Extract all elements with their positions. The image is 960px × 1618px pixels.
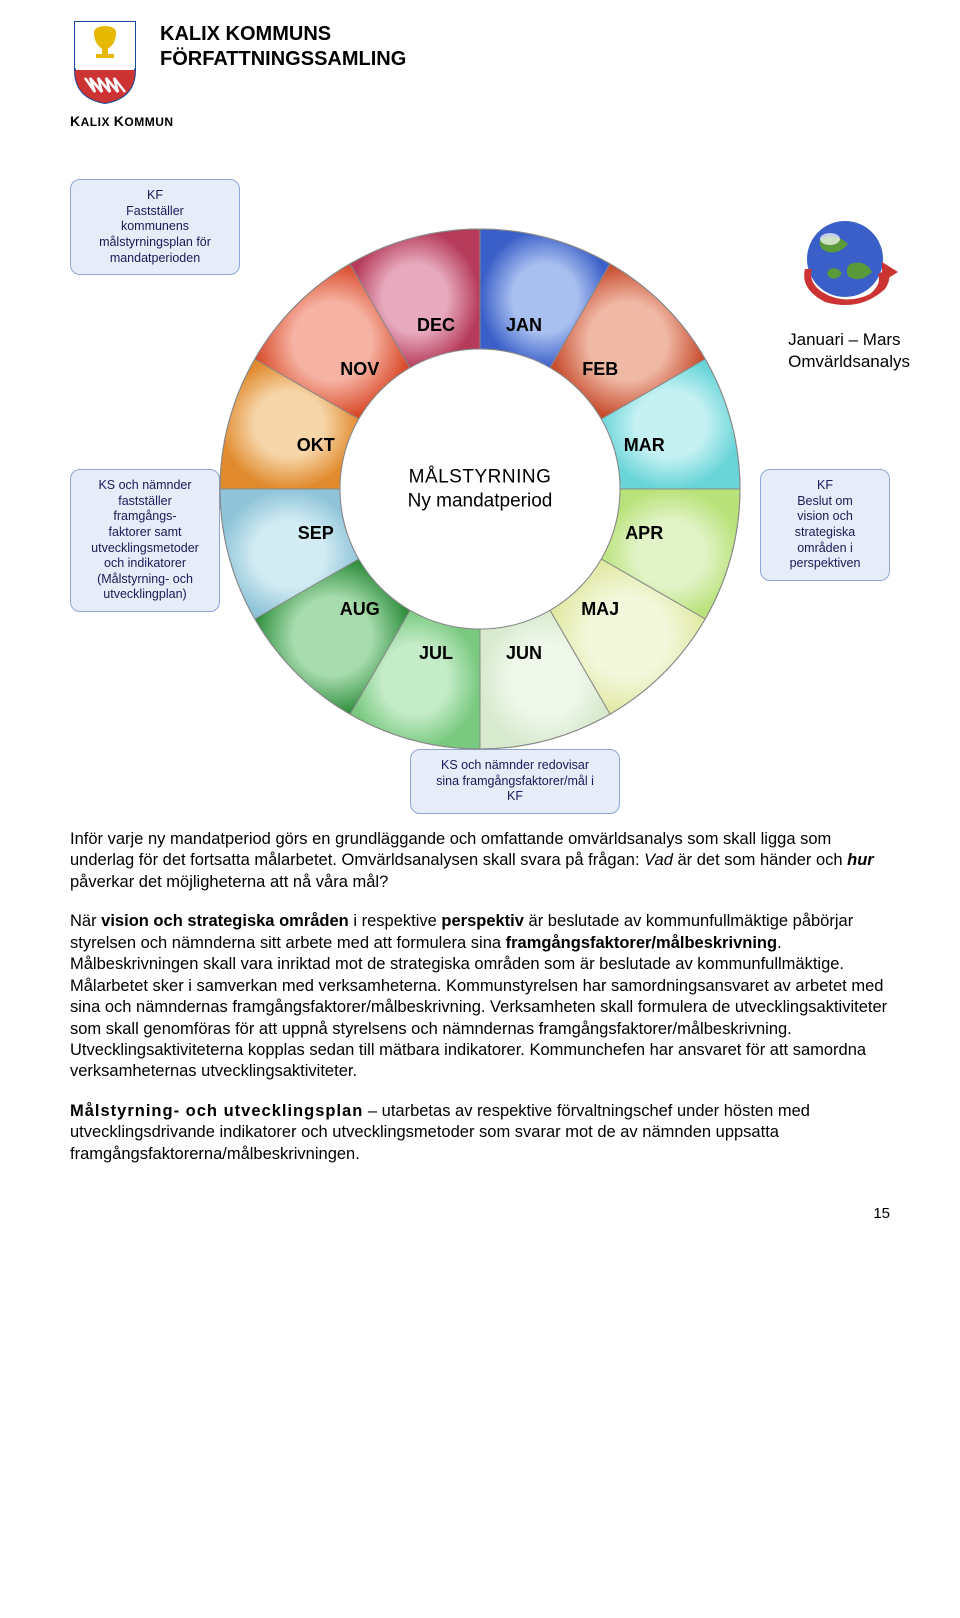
svg-text:MAJ: MAJ	[581, 599, 619, 619]
svg-text:FEB: FEB	[582, 359, 618, 379]
document-header: KALIX KOMMUNS FÖRFATTNINGSSAMLING	[70, 20, 890, 105]
svg-text:MAR: MAR	[624, 435, 665, 455]
svg-text:JAN: JAN	[506, 315, 542, 335]
paragraph-3: Målstyrning- och utvecklingsplan – utarb…	[70, 1101, 890, 1165]
svg-text:SEP: SEP	[298, 523, 334, 543]
header-title: KALIX KOMMUNS FÖRFATTNINGSSAMLING	[160, 20, 406, 72]
globe-icon	[790, 214, 900, 314]
svg-text:AUG: AUG	[340, 599, 380, 619]
wheel-center-label: MÅLSTYRNING Ny mandatperiod	[408, 465, 553, 513]
header-subtitle: KALIX KOMMUN	[70, 113, 890, 129]
page-number: 15	[70, 1205, 890, 1222]
svg-text:JUN: JUN	[506, 643, 542, 663]
municipal-crest-icon	[70, 20, 140, 105]
side-label: Januari – Mars Omvärldsanalys	[788, 329, 910, 373]
month-wheel: JAN FEB MAR APR MAJ JUN JUL AUG SEP OKT NOV DEC MÅL…	[210, 219, 750, 759]
svg-text:JUL: JUL	[419, 643, 453, 663]
callout-ks-left: KS och nämnderfastställerframgångs-fakto…	[70, 469, 220, 612]
svg-text:NOV: NOV	[340, 359, 379, 379]
paragraph-1: Inför varje ny mandatperiod görs en grun…	[70, 829, 890, 893]
svg-text:OKT: OKT	[297, 435, 335, 455]
paragraph-2: När vision och strategiska områden i res…	[70, 911, 890, 1083]
svg-text:DEC: DEC	[417, 315, 455, 335]
svg-text:APR: APR	[625, 523, 663, 543]
callout-kf-right: KFBeslut omvision ochstrategiskaområden …	[760, 469, 890, 581]
yearly-cycle-diagram: KFFastställerkommunensmålstyrningsplan f…	[70, 159, 890, 799]
body-text: Inför varje ny mandatperiod görs en grun…	[70, 829, 890, 1165]
